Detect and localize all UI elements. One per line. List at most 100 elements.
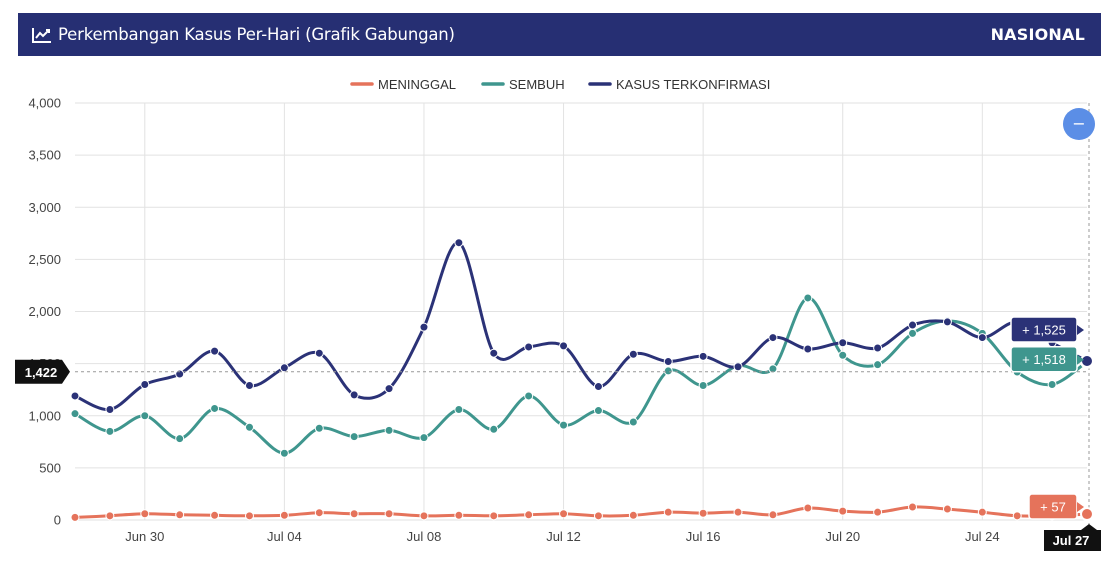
- legend[interactable]: MENINGGAL SEMBUH KASUS TERKONFIRMASI: [350, 77, 770, 92]
- x-tick-label: Jul 08: [407, 529, 442, 544]
- data-point[interactable]: [1047, 379, 1057, 389]
- y-tick-label: 0: [54, 513, 61, 528]
- x-tick-label: Jun 30: [125, 529, 164, 544]
- scope-label[interactable]: NASIONAL: [990, 25, 1085, 44]
- data-point[interactable]: [279, 448, 289, 458]
- data-point[interactable]: [349, 390, 359, 400]
- y-tick-label: 3,500: [28, 148, 61, 163]
- data-point[interactable]: [628, 510, 638, 520]
- data-point[interactable]: [977, 333, 987, 343]
- data-point[interactable]: [663, 507, 673, 517]
- y-tick-label: 3,000: [28, 200, 61, 215]
- hover-point-kasus[interactable]: [1080, 354, 1094, 369]
- data-point[interactable]: [698, 508, 708, 518]
- data-point[interactable]: [663, 366, 673, 376]
- grid: [75, 102, 1087, 521]
- data-point[interactable]: [175, 369, 185, 379]
- data-point[interactable]: [803, 293, 813, 303]
- data-point[interactable]: [768, 510, 778, 520]
- data-point[interactable]: [70, 391, 80, 401]
- data-point[interactable]: [454, 510, 464, 520]
- tooltip-pointer: [1077, 325, 1084, 336]
- data-point[interactable]: [838, 350, 848, 360]
- data-point[interactable]: [977, 507, 987, 517]
- data-point[interactable]: [908, 502, 918, 512]
- data-point[interactable]: [1012, 511, 1022, 521]
- data-point[interactable]: [698, 381, 708, 391]
- data-point[interactable]: [593, 511, 603, 521]
- data-point[interactable]: [419, 322, 429, 332]
- data-point[interactable]: [838, 338, 848, 348]
- data-point[interactable]: [663, 357, 673, 367]
- data-point[interactable]: [384, 384, 394, 394]
- data-point[interactable]: [838, 506, 848, 516]
- data-point[interactable]: [210, 510, 220, 520]
- series-line-kasus: [74, 241, 1088, 412]
- data-point[interactable]: [593, 406, 603, 416]
- data-point[interactable]: [140, 411, 150, 421]
- data-point[interactable]: [489, 348, 499, 358]
- data-point[interactable]: [210, 403, 220, 413]
- data-point[interactable]: [419, 511, 429, 521]
- tooltip-pointer: [1077, 502, 1084, 513]
- data-point[interactable]: [942, 504, 952, 514]
- data-point[interactable]: [628, 417, 638, 427]
- data-point[interactable]: [489, 424, 499, 434]
- data-point[interactable]: [873, 343, 883, 353]
- data-point[interactable]: [524, 342, 534, 352]
- data-point[interactable]: [628, 349, 638, 359]
- data-point[interactable]: [803, 503, 813, 513]
- zoom-out-button[interactable]: −: [1063, 108, 1095, 140]
- data-point[interactable]: [105, 511, 115, 521]
- data-point[interactable]: [524, 391, 534, 401]
- data-point[interactable]: [210, 346, 220, 356]
- data-point[interactable]: [454, 404, 464, 414]
- data-point[interactable]: [279, 363, 289, 373]
- tooltip-text: + 57: [1040, 500, 1066, 515]
- data-point[interactable]: [768, 333, 778, 343]
- data-point[interactable]: [175, 434, 185, 444]
- legend-item-meninggal[interactable]: MENINGGAL: [350, 77, 456, 92]
- data-point[interactable]: [140, 509, 150, 519]
- data-point[interactable]: [419, 433, 429, 443]
- series-line-meninggal: [74, 505, 1088, 519]
- data-point[interactable]: [175, 510, 185, 520]
- data-point[interactable]: [384, 509, 394, 519]
- data-point[interactable]: [244, 422, 254, 432]
- data-point[interactable]: [70, 409, 80, 419]
- data-point[interactable]: [70, 512, 80, 522]
- data-point[interactable]: [559, 509, 569, 519]
- data-point[interactable]: [768, 364, 778, 374]
- data-point[interactable]: [384, 425, 394, 435]
- data-point[interactable]: [733, 362, 743, 372]
- data-point[interactable]: [559, 420, 569, 430]
- legend-item-sembuh[interactable]: SEMBUH: [481, 77, 565, 92]
- data-point[interactable]: [593, 382, 603, 392]
- data-point[interactable]: [244, 381, 254, 391]
- hover-point-meninggal[interactable]: [1080, 507, 1094, 522]
- data-point[interactable]: [244, 511, 254, 521]
- legend-item-kasus[interactable]: KASUS TERKONFIRMASI: [588, 77, 770, 92]
- data-point[interactable]: [559, 341, 569, 351]
- data-point[interactable]: [698, 351, 708, 361]
- data-point[interactable]: [873, 360, 883, 370]
- data-point[interactable]: [908, 320, 918, 330]
- data-point[interactable]: [314, 348, 324, 358]
- data-point[interactable]: [873, 507, 883, 517]
- data-point[interactable]: [908, 328, 918, 338]
- data-point[interactable]: [942, 317, 952, 327]
- tooltip-kasus: + 1,525: [1010, 316, 1084, 343]
- data-point[interactable]: [349, 432, 359, 442]
- data-point[interactable]: [105, 404, 115, 414]
- data-point[interactable]: [140, 379, 150, 389]
- data-point[interactable]: [349, 509, 359, 519]
- data-point[interactable]: [105, 426, 115, 436]
- data-point[interactable]: [803, 344, 813, 354]
- data-point[interactable]: [314, 508, 324, 518]
- data-point[interactable]: [489, 511, 499, 521]
- data-point[interactable]: [279, 510, 289, 520]
- data-point[interactable]: [733, 507, 743, 517]
- data-point[interactable]: [524, 510, 534, 520]
- data-point[interactable]: [314, 423, 324, 433]
- data-point[interactable]: [454, 238, 464, 248]
